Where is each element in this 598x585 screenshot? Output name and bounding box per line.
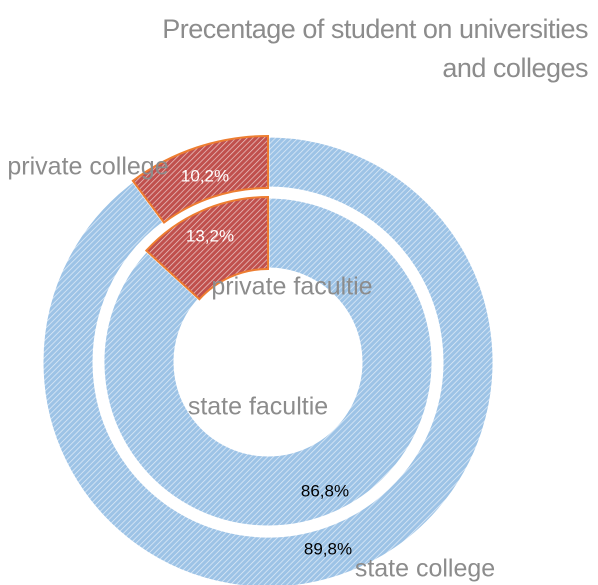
category-label: state facultie [188, 393, 328, 421]
data-label: 86,8% [301, 481, 349, 500]
donut-segment [144, 195, 269, 301]
category-label: state college [355, 555, 495, 583]
chart-title: Precentage of student on universities an… [162, 14, 588, 83]
donut-segment [131, 134, 269, 224]
category-label: private facultie [211, 273, 372, 301]
donut-segment [40, 134, 496, 585]
data-label: 13,2% [186, 226, 234, 245]
data-label: 10,2% [181, 166, 229, 185]
donut-segment [101, 195, 435, 529]
data-label: 89,8% [304, 539, 352, 558]
category-label: private college [7, 153, 168, 181]
